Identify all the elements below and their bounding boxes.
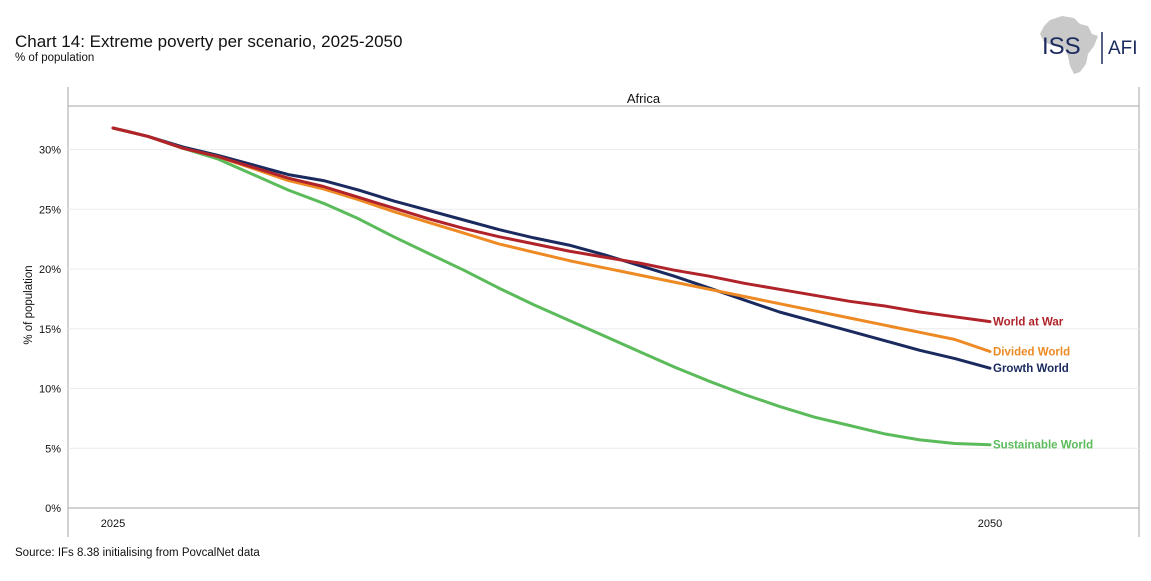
africa-map-icon [1040, 16, 1098, 74]
series-label-sustainable-world: Sustainable World [993, 440, 1093, 452]
chart-panel [67, 87, 1140, 537]
series-labels: World at War Divided World Growth World Sus… [993, 317, 1093, 452]
series-label-world-at-war: World at War [993, 317, 1064, 329]
y-tick-label: 15% [39, 324, 61, 336]
logo-iss-text: ISS [1042, 33, 1081, 60]
chart-title: Chart 14: Extreme poverty per scenario, … [15, 32, 403, 51]
gridlines [68, 149, 1139, 449]
series-label-growth-world: Growth World [993, 363, 1069, 375]
series-line-growth-world [111, 126, 992, 370]
iss-afi-logo: ISS AFI [1040, 16, 1138, 74]
panel-title: Africa [627, 91, 661, 106]
x-axis-ticks: 2025 2050 [101, 518, 1002, 530]
chart-subtitle: % of population [15, 52, 95, 64]
y-tick-label: 30% [39, 145, 61, 157]
y-tick-label: 20% [39, 264, 61, 276]
y-tick-label: 0% [45, 503, 61, 515]
y-tick-label: 25% [39, 204, 61, 216]
y-axis-ticks: 0% 5% 10% 15% 20% 25% 30% [39, 145, 61, 516]
y-axis-title: % of population [23, 265, 35, 344]
series-line-world-at-war [111, 126, 992, 324]
y-tick-label: 5% [45, 443, 61, 455]
series-label-divided-world: Divided World [993, 347, 1070, 359]
series-lines [111, 126, 992, 447]
logo-afi-text: AFI [1108, 38, 1138, 59]
panel-frame [67, 87, 1140, 537]
series-line-sustainable-world [111, 126, 992, 447]
x-tick-label: 2050 [978, 518, 1002, 530]
source-note: Source: IFs 8.38 initialising from Povca… [15, 547, 260, 559]
y-tick-label: 10% [39, 384, 61, 396]
x-tick-label: 2025 [101, 518, 125, 530]
